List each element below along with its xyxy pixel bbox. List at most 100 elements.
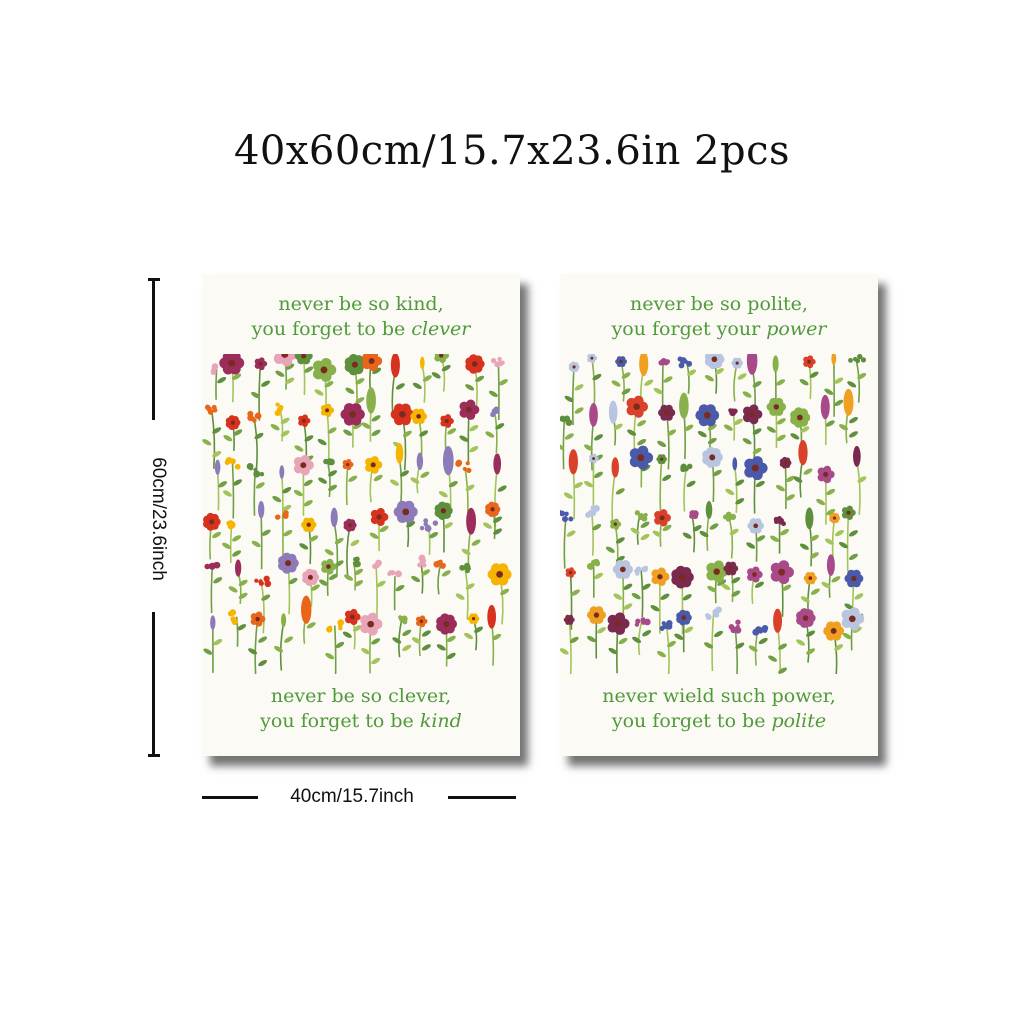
- flower-leaf: [369, 531, 380, 540]
- flower-center: [797, 415, 803, 421]
- flower-stem: [735, 466, 737, 513]
- flower-center: [307, 523, 311, 527]
- width-dimension-line-right: [448, 796, 516, 799]
- flower-stem: [707, 514, 709, 551]
- flower-center: [749, 411, 755, 417]
- flower-leaf: [371, 428, 382, 437]
- berry: [464, 563, 470, 569]
- flower-center: [752, 572, 757, 577]
- flower-stem: [255, 619, 257, 674]
- flower-leaf: [294, 444, 305, 453]
- flower-stem: [660, 459, 662, 512]
- flower-leaf: [833, 398, 844, 407]
- berry: [372, 564, 377, 569]
- flower-leaf: [795, 638, 806, 647]
- berry: [729, 409, 736, 416]
- flower: [748, 625, 769, 666]
- flower-leaf: [463, 632, 474, 641]
- flower-leaf: [707, 437, 718, 446]
- flower: [612, 560, 633, 619]
- flower-stem: [465, 569, 468, 620]
- flower-leaf: [410, 575, 421, 584]
- flower-center: [784, 461, 787, 464]
- flower-leaf: [202, 438, 212, 447]
- flower-spike: [301, 596, 311, 624]
- flower-stem: [280, 410, 282, 441]
- flower-leaf: [347, 474, 358, 483]
- flower: [820, 554, 841, 597]
- flower-center: [778, 569, 785, 576]
- quote-line: you forget to be polite: [560, 709, 878, 734]
- berry: [726, 517, 730, 521]
- flower-stem: [778, 626, 781, 674]
- flower-leaf: [488, 389, 499, 398]
- flower-spike: [569, 449, 578, 474]
- flower: [842, 607, 865, 650]
- flower: [611, 356, 632, 401]
- flower: [729, 619, 746, 674]
- flower: [247, 612, 268, 674]
- flower-leaf: [482, 521, 493, 530]
- flower-stem: [733, 412, 734, 441]
- flower: [563, 449, 584, 519]
- quote-emphasis: power: [766, 318, 826, 340]
- berry: [562, 516, 568, 522]
- flower: [458, 400, 479, 463]
- flower-center: [573, 365, 576, 368]
- berry: [433, 520, 438, 525]
- flower-leaf: [789, 432, 800, 441]
- berry: [663, 359, 669, 365]
- flower-leaf: [643, 378, 654, 387]
- flower-leaf: [713, 630, 724, 639]
- flower-leaf: [586, 635, 597, 644]
- flower-leaf: [779, 528, 790, 537]
- flower: [699, 501, 720, 551]
- flower-leaf: [461, 547, 472, 556]
- quote-line: you forget to be clever: [202, 317, 520, 342]
- flower-leaf: [431, 371, 442, 380]
- flower: [608, 612, 630, 673]
- flower: [723, 408, 744, 440]
- flower: [799, 355, 820, 399]
- berry: [857, 354, 862, 359]
- poster-right-top-quote: never be so polite, you forget your powe…: [560, 292, 878, 342]
- quote-emphasis: kind: [420, 710, 462, 732]
- flower-leaf: [758, 637, 769, 646]
- flower-stem: [281, 623, 284, 671]
- flower: [747, 567, 765, 604]
- flower-leaf: [697, 430, 708, 439]
- quote-emphasis: clever: [411, 318, 470, 340]
- berry: [423, 518, 428, 523]
- flower: [464, 354, 485, 406]
- flower-leaf: [825, 488, 836, 497]
- flower: [766, 398, 787, 448]
- flower-center: [774, 404, 779, 409]
- flower-leaf: [656, 650, 667, 659]
- flower-leaf: [769, 534, 780, 543]
- flower-spike: [612, 457, 619, 477]
- flower-leaf: [803, 467, 814, 476]
- flower-leaf: [563, 491, 574, 500]
- flower-center: [568, 618, 571, 621]
- berry: [692, 510, 699, 517]
- flower-stem: [376, 565, 377, 620]
- flower-leaf: [799, 542, 810, 551]
- flower-center: [441, 508, 446, 513]
- berry: [226, 457, 233, 464]
- flower-leaf: [471, 538, 482, 547]
- flower-leaf: [271, 495, 282, 504]
- flower: [222, 457, 243, 518]
- flower-leaf: [729, 527, 740, 536]
- flower-stem: [667, 413, 669, 470]
- flower-leaf: [324, 548, 335, 557]
- berry: [781, 521, 786, 526]
- flower-leaf: [421, 629, 432, 638]
- flower-leaf: [661, 473, 672, 482]
- berry: [253, 468, 257, 472]
- berry: [252, 418, 257, 423]
- flower-leaf: [593, 470, 604, 479]
- berry: [212, 405, 217, 410]
- flower: [824, 513, 845, 561]
- flower-leaf: [349, 539, 360, 548]
- flower-stem: [712, 614, 713, 671]
